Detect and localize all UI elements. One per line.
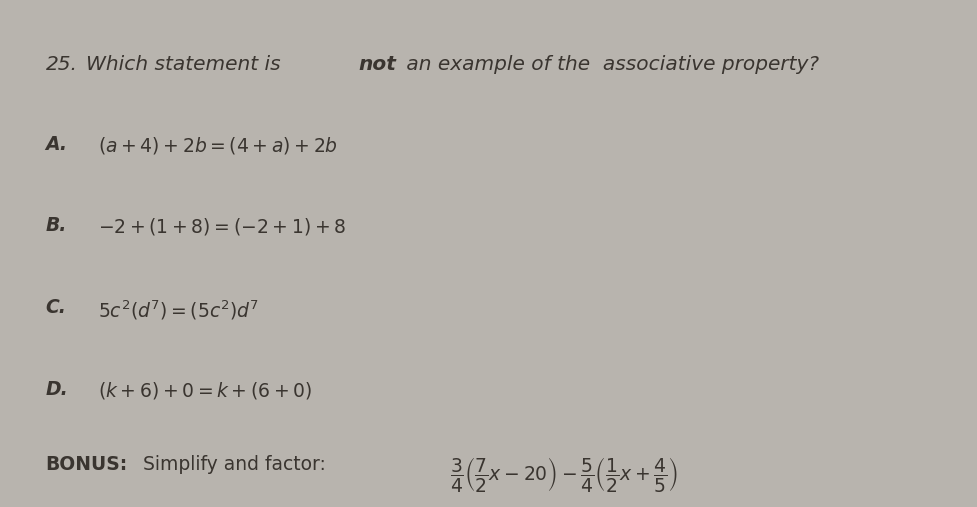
Text: an example of the  associative property?: an example of the associative property? [400,55,819,74]
Text: not: not [359,55,397,74]
Text: $(k+6)+0=k+(6+0)$: $(k+6)+0=k+(6+0)$ [99,380,313,401]
Text: $(a+4)+2b=(4+a)+2b$: $(a+4)+2b=(4+a)+2b$ [99,134,338,156]
Text: B.: B. [46,216,66,235]
Text: D.: D. [46,380,68,399]
Text: Which statement is: Which statement is [86,55,287,74]
Text: $5c^{2}(d^{7})=(5c^{2})d^{7}$: $5c^{2}(d^{7})=(5c^{2})d^{7}$ [99,298,260,322]
Text: C.: C. [46,298,66,317]
Text: $-2+(1+8)=(-2+1)+8$: $-2+(1+8)=(-2+1)+8$ [99,216,347,237]
Text: BONUS:: BONUS: [46,455,128,474]
Text: A.: A. [46,134,67,154]
Text: Simplify and factor:: Simplify and factor: [137,455,332,474]
Text: $\dfrac{3}{4}\left(\dfrac{7}{2}x-20\right)-\dfrac{5}{4}\left(\dfrac{1}{2}x+\dfra: $\dfrac{3}{4}\left(\dfrac{7}{2}x-20\righ… [450,455,678,494]
Text: 25.: 25. [46,55,77,74]
